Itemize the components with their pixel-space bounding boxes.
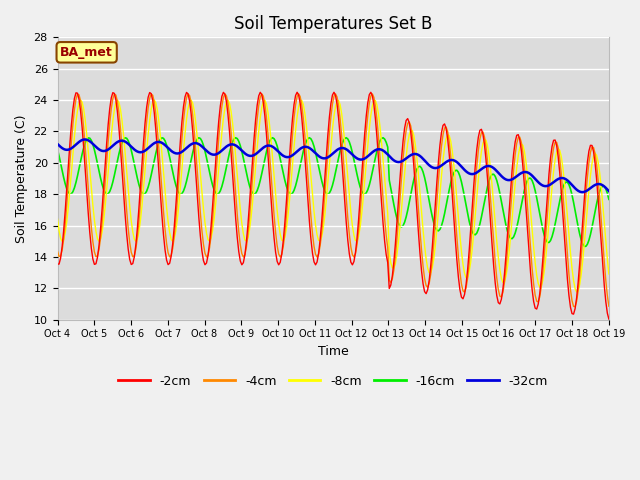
X-axis label: Time: Time [318,345,349,358]
Legend: -2cm, -4cm, -8cm, -16cm, -32cm: -2cm, -4cm, -8cm, -16cm, -32cm [113,370,553,393]
Y-axis label: Soil Temperature (C): Soil Temperature (C) [15,114,28,243]
Text: BA_met: BA_met [60,46,113,59]
Title: Soil Temperatures Set B: Soil Temperatures Set B [234,15,433,33]
